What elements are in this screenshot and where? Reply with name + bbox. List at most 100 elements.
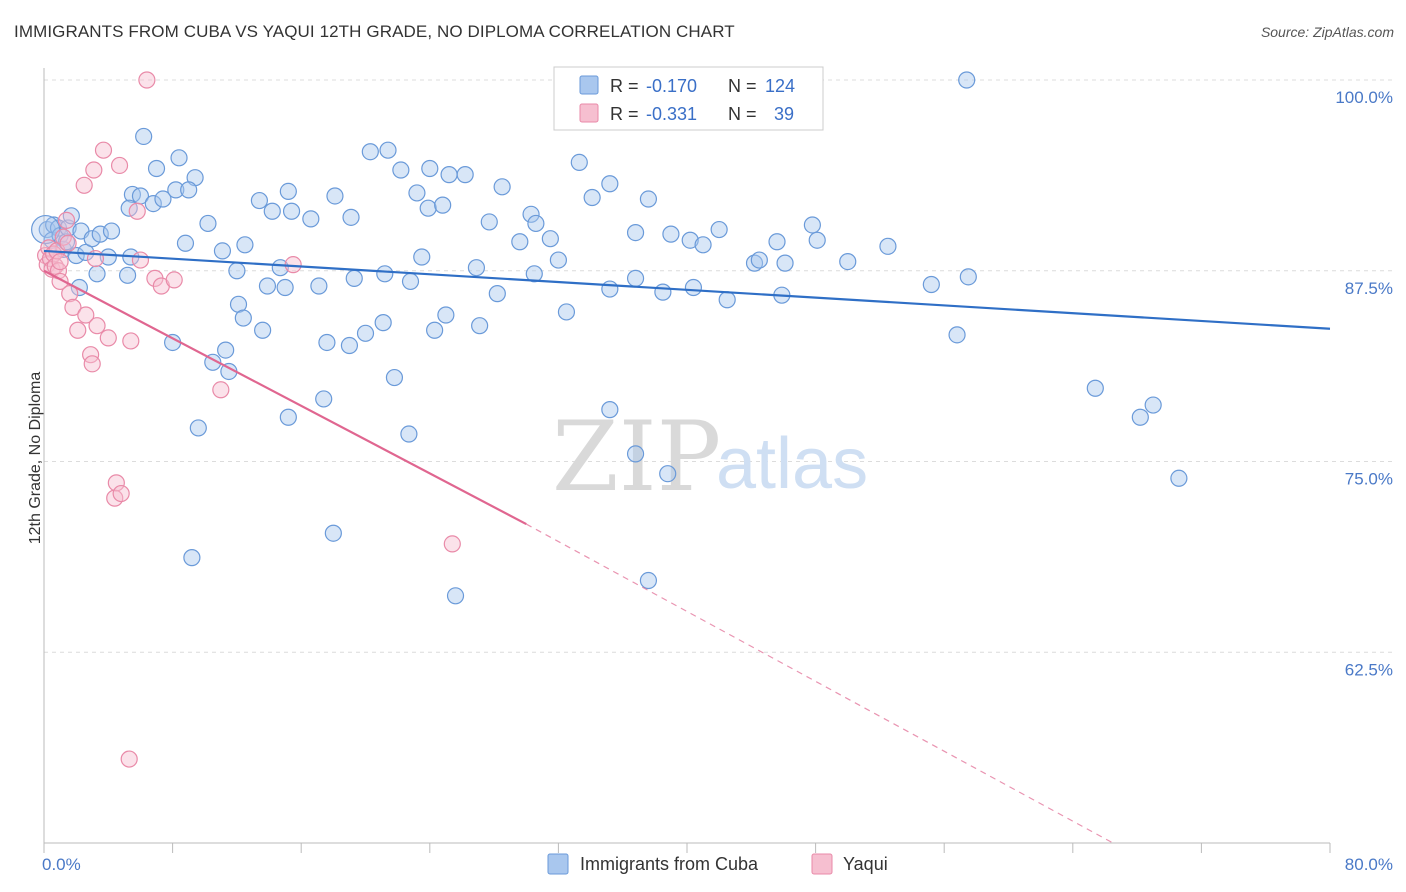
data-point-cuba: [426, 321, 444, 339]
data-point-cuba: [217, 341, 235, 359]
chart-title: IMMIGRANTS FROM CUBA VS YAQUI 12TH GRADE…: [14, 22, 735, 41]
data-point-cuba: [279, 408, 297, 426]
data-point-yaqui: [110, 156, 129, 175]
legend-swatch-yaqui: [579, 103, 599, 123]
data-point-cuba: [392, 161, 410, 179]
data-point-cuba: [276, 278, 294, 297]
data-point-cuba: [326, 187, 344, 205]
data-point-cuba: [511, 233, 529, 251]
data-point-cuba: [1144, 396, 1162, 414]
data-point-yaqui: [112, 484, 130, 503]
data-point-cuba: [437, 306, 455, 324]
legend-n-label-1: N =: [728, 76, 757, 96]
data-point-cuba: [440, 166, 458, 184]
data-point-cuba: [62, 207, 80, 225]
data-point-cuba: [263, 202, 281, 220]
data-point-cuba: [879, 237, 897, 255]
data-point-yaqui: [61, 285, 79, 303]
data-point-yaqui: [138, 71, 156, 89]
x-tick-label-max: 80.0%: [1345, 855, 1393, 874]
bottom-legend-swatch-cuba: [547, 853, 569, 875]
data-point-cuba: [808, 231, 826, 249]
data-point-cuba: [379, 141, 397, 159]
ticks: 62.5% 75.0% 87.5% 100.0% 0.0% 80.0%: [42, 88, 1393, 874]
data-point-cuba: [135, 127, 153, 146]
data-point-cuba: [167, 181, 185, 199]
data-point-cuba: [302, 210, 320, 228]
data-point-cuba: [570, 153, 588, 172]
data-point-cuba: [310, 277, 328, 295]
data-point-cuba: [236, 236, 254, 254]
data-point-cuba: [376, 265, 394, 283]
data-point-cuba: [601, 175, 619, 193]
data-point-cuba: [282, 202, 301, 220]
data-point-cuba: [271, 259, 289, 277]
data-point-cuba: [413, 248, 431, 266]
legend-r-label-1: R =: [610, 76, 639, 96]
series-yaqui: [37, 71, 461, 768]
data-point-cuba: [522, 205, 540, 223]
data-point-yaqui: [99, 329, 117, 347]
data-point-cuba: [45, 216, 63, 234]
data-point-cuba: [467, 259, 486, 277]
data-point-cuba: [718, 291, 736, 309]
data-point-yaqui: [94, 141, 113, 159]
watermark: ZIP atlas: [552, 401, 868, 513]
data-point-cuba: [803, 216, 821, 234]
data-point-cuba: [480, 213, 498, 231]
legend-n-label-2: N =: [728, 104, 757, 124]
data-point-cuba: [601, 280, 619, 298]
data-point-cuba: [374, 314, 392, 332]
data-point-yaqui: [75, 176, 93, 194]
data-point-cuba: [228, 262, 246, 280]
data-point-cuba: [694, 236, 712, 254]
legend-r-value-1: -0.170: [646, 76, 697, 96]
data-point-cuba: [549, 251, 568, 269]
data-point-cuba: [199, 214, 217, 233]
data-point-cuba: [776, 254, 794, 272]
data-point-cuba: [421, 159, 439, 178]
data-point-cuba: [1170, 469, 1188, 487]
data-point-cuba: [1086, 379, 1104, 397]
data-point-cuba: [258, 277, 277, 295]
data-point-yaqui: [122, 332, 140, 350]
data-point-cuba: [154, 190, 172, 208]
data-point-cuba: [340, 336, 359, 355]
y-axis-label: 12th Grade, No Diploma: [27, 372, 44, 545]
data-point-cuba: [434, 196, 452, 214]
series-immigrants-from-cuba: [31, 71, 1188, 605]
data-point-yaqui: [212, 381, 230, 399]
data-point-yaqui: [85, 161, 103, 179]
data-point-cuba: [639, 571, 658, 590]
data-point-cuba: [176, 234, 195, 252]
data-point-cuba: [557, 303, 576, 321]
data-point-cuba: [959, 268, 977, 286]
grid-lines: [44, 79, 1392, 653]
data-point-cuba: [583, 188, 601, 207]
data-point-yaqui: [77, 306, 95, 324]
data-point-cuba: [189, 419, 207, 437]
trend-line-yaqui-extension: [525, 523, 1114, 844]
bottom-legend-swatch-yaqui: [811, 853, 833, 875]
data-point-cuba: [345, 269, 363, 287]
data-point-cuba: [750, 251, 768, 269]
legend-swatch-cuba: [579, 75, 599, 95]
data-point-cuba: [183, 549, 201, 567]
data-point-cuba: [324, 524, 342, 542]
data-point-cuba: [456, 166, 474, 184]
legend-box: [553, 66, 824, 131]
data-point-cuba: [385, 368, 404, 387]
data-point-cuba: [118, 266, 137, 284]
data-point-cuba: [315, 390, 333, 408]
x-tick-label-min: 0.0%: [42, 855, 81, 874]
data-point-cuba: [710, 220, 728, 239]
trend-line-cuba: [43, 249, 1331, 330]
data-point-cuba: [356, 324, 375, 342]
data-point-cuba: [170, 149, 188, 167]
data-point-cuba: [67, 246, 85, 265]
data-point-yaqui: [165, 271, 183, 289]
data-point-cuba: [102, 222, 121, 240]
data-point-cuba: [659, 465, 677, 483]
watermark-zip: ZIP: [552, 401, 721, 513]
